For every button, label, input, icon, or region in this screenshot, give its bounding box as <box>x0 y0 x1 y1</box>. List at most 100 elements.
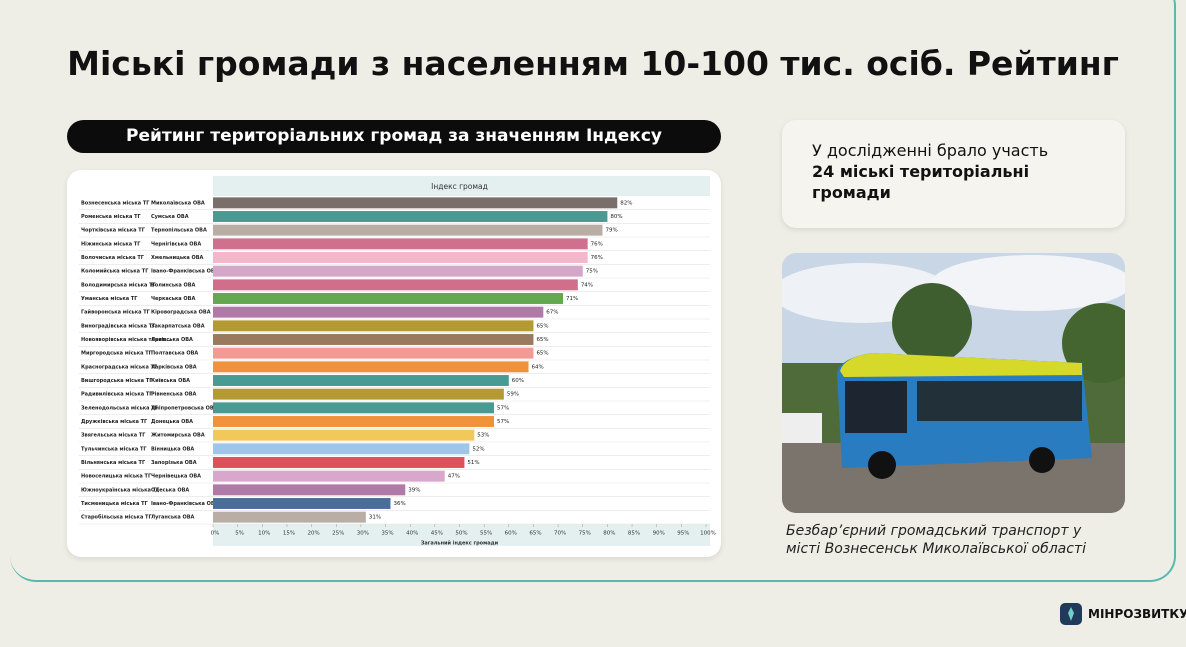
value-label: 71% <box>566 296 578 302</box>
x-axis-label: Загальний індекс громади <box>421 540 499 547</box>
region-label: Черкаська ОВА <box>151 296 195 302</box>
region-label: Чернігівська ОВА <box>151 241 201 247</box>
region-label: Київська ОВА <box>151 378 190 384</box>
bar <box>213 498 391 509</box>
info-card: У дослідженні брало участь 24 міські тер… <box>782 120 1125 228</box>
value-label: 39% <box>408 487 420 493</box>
region-label: Полтавська ОВА <box>151 351 198 357</box>
y-tick-label: Красноградська міська ТГ <box>81 364 158 370</box>
x-tick-label: 75% <box>579 531 591 537</box>
bar <box>213 484 406 496</box>
chart: Індекс громад 0% 5% 10% 15% 20% 25% 30% 35% 40% 45… <box>79 176 716 547</box>
y-tick-label: Дружківська міська ТГ <box>81 419 148 425</box>
y-tick-label: Старобільська міська ТГ <box>81 514 152 521</box>
info-text: У дослідженні брало участь <box>812 141 1049 160</box>
logo: МІНРОЗВИТКУ <box>1060 603 1186 625</box>
y-tick-label: Миргородська міська ТГ <box>81 351 153 357</box>
value-label: 53% <box>477 433 489 439</box>
value-label: 65% <box>536 337 548 343</box>
bar <box>213 402 495 414</box>
x-tick-label: 0% <box>211 531 220 537</box>
y-tick-label: Вознесенська міська ТГ <box>81 200 150 206</box>
x-tick-label: 45% <box>431 531 443 537</box>
value-label: 75% <box>586 269 598 275</box>
y-tick-label: Вишгородська міська ТГ <box>81 378 153 384</box>
bar <box>213 375 509 386</box>
y-tick-label: Тисменицька міська ТГ <box>81 501 149 507</box>
bar <box>213 416 495 427</box>
region-label: Тернопільська ОВА <box>151 228 207 234</box>
bar <box>213 224 603 236</box>
region-label: Івано-Франківська ОВА <box>151 501 219 507</box>
info-highlight: 24 міські територіальні громади <box>812 162 1030 202</box>
x-tick-label: 40% <box>406 531 418 537</box>
bar <box>213 320 534 332</box>
region-label: Дніпропетровська ОВА <box>151 405 218 411</box>
y-tick-label: Южноукраїнська міська ТГ <box>81 487 160 493</box>
value-label: 57% <box>497 405 509 411</box>
value-label: 60% <box>512 378 524 384</box>
value-label: 57% <box>497 419 509 425</box>
photo-caption: Безбар’єрний громадський транспорт у міс… <box>786 523 1086 557</box>
bar <box>213 238 588 250</box>
x-tick-label: 20% <box>307 531 319 537</box>
bar <box>213 429 475 441</box>
y-tick-label: Чортківська міська ТГ <box>81 228 146 234</box>
region-label: Івано-Франківська ОВА <box>151 269 219 275</box>
bar <box>213 334 534 345</box>
x-tick-label: 95% <box>677 531 689 537</box>
y-tick-label: Радивилівська міська ТГ <box>81 392 153 398</box>
axis-band <box>213 524 710 546</box>
region-label: Донецька ОВА <box>151 419 193 425</box>
banner: Рейтинг територіальних громад за значенн… <box>67 120 721 153</box>
y-tick-label: Звягельська міська ТГ <box>81 433 146 439</box>
bus-illustration <box>782 253 1125 513</box>
bar <box>213 443 470 455</box>
slide-title: Міські громади з населенням 10-100 тис. … <box>67 44 1119 83</box>
y-tick-label: Новояворівська міська терит... <box>81 337 171 343</box>
logo-icon <box>1060 603 1082 625</box>
region-label: Сумська ОВА <box>151 214 189 220</box>
value-label: 51% <box>467 460 479 466</box>
region-label: Рівненська ОВА <box>151 392 197 398</box>
x-tick-label: 90% <box>653 531 665 537</box>
y-tick-label: Тульчинська міська ТГ <box>81 446 147 452</box>
value-label: 74% <box>581 282 593 288</box>
value-label: 47% <box>448 474 460 480</box>
logo-text: МІНРОЗВИТКУ <box>1088 607 1186 621</box>
value-label: 64% <box>532 364 544 370</box>
bar <box>213 347 534 359</box>
x-tick-label: 50% <box>455 531 467 537</box>
value-label: 31% <box>369 515 381 521</box>
bar <box>213 511 366 523</box>
region-label: Одеська ОВА <box>151 487 189 493</box>
bar <box>213 293 564 304</box>
y-tick-label: Зеленодольська міська ТГ <box>81 405 159 411</box>
y-tick-label: Уманська міська ТГ <box>81 296 138 302</box>
x-tick-label: 5% <box>235 531 244 537</box>
x-tick-label: 30% <box>357 531 369 537</box>
value-label: 36% <box>393 501 405 507</box>
bar <box>213 265 583 277</box>
region-label: Житомирська ОВА <box>151 433 205 439</box>
x-tick-label: 10% <box>258 531 270 537</box>
y-tick-label: Вільнянська міська ТГ <box>81 460 146 466</box>
value-label: 80% <box>610 214 622 220</box>
bar <box>213 197 618 209</box>
frame <box>10 0 1176 582</box>
bar <box>213 252 588 263</box>
x-tick-label: 60% <box>505 531 517 537</box>
value-label: 67% <box>546 310 558 316</box>
bar <box>213 361 529 373</box>
region-label: Волинська ОВА <box>151 282 196 288</box>
y-tick-label: Гайворонська міська ТГ <box>81 309 151 316</box>
value-label: 82% <box>620 200 632 206</box>
region-label: Львівська ОВА <box>151 337 193 343</box>
x-tick-label: 70% <box>554 531 566 537</box>
y-tick-label: Виноградівська міська ТГ <box>81 323 156 329</box>
value-label: 76% <box>591 241 603 247</box>
region-label: Миколаївська ОВА <box>151 200 205 206</box>
region-label: Кіровоградська ОВА <box>151 310 211 316</box>
y-tick-label: Роменська міська ТГ <box>81 214 142 220</box>
photo <box>782 253 1125 513</box>
